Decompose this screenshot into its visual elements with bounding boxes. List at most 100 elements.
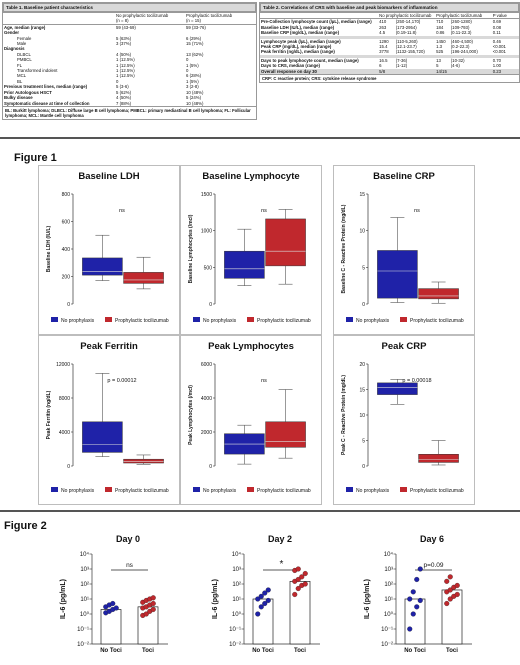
cell-p-value: 0.11 <box>492 30 501 36</box>
cell-no-prophylaxis-median: 5/8 <box>378 68 395 75</box>
box-no-prophylaxis <box>377 217 418 303</box>
cell-no-prophylaxis-range: (7-36) <box>395 57 408 63</box>
boxplot-chart: Peak Lymphocytes 6000 4000 2000 0 Peak Lympho… <box>188 341 311 494</box>
legend-label: No prophylaxis <box>61 318 95 324</box>
figure1-panel: Peak Ferritin 12000 8000 4000 0 Peak Ferritin… <box>38 335 180 505</box>
cell-no-prophylaxis: 59 (43-69) <box>116 24 136 30</box>
data-point <box>150 606 156 613</box>
table1-footnote: BL: Burkitt lymphoma; DLBCL: Diffuse lar… <box>3 105 256 119</box>
box-no-prophylaxis <box>224 424 265 465</box>
y-tick-label: 2000 <box>201 430 212 436</box>
cell-prophylactic-median: 525 <box>436 49 444 55</box>
cell-no-prophylaxis: 3 (37%) <box>116 41 132 47</box>
data-point <box>143 611 149 617</box>
table-row: BL 0 1 (5%) <box>3 79 256 84</box>
legend-label: Prophylactic tocilizumab <box>257 488 311 494</box>
y-tick-label: 0 <box>209 464 212 470</box>
cell-prophylactic-range: (196-244,000) <box>450 49 478 55</box>
legend-swatch-prophylactic <box>247 317 254 322</box>
row-label: Diagnosis <box>4 46 25 52</box>
chart-title: Baseline CRP <box>373 171 435 182</box>
table-spacer-row <box>260 35 519 39</box>
chart-title: Day 2 <box>268 534 292 544</box>
boxplot-chart: Peak CRP 20 15 10 5 0 Peak C - Reactive Protei… <box>341 341 464 494</box>
cell-no-prophylaxis: 1 (12.5%) <box>116 68 135 74</box>
figure2-panel: Day 6 10⁴ 10³ 10² 10¹ 10⁰ 10⁻¹ 10⁻² IL-6 (pg/mL)… <box>360 532 480 660</box>
cell-p-value: 0.69 <box>492 19 502 25</box>
y-tick-label: 10⁻¹ <box>77 627 89 633</box>
table1-header-cell: Prophylactic tocilizumab (n = 15) <box>185 12 256 25</box>
data-point <box>410 589 416 595</box>
data-point <box>410 611 416 617</box>
y-tick-label: 10² <box>384 582 393 588</box>
boxplot-chart: Baseline Lymphocyte 1500 1000 500 0 Baseline … <box>188 171 311 324</box>
y-tick-label: 6000 <box>201 362 212 368</box>
data-point <box>447 587 453 593</box>
significance-annotation: p = 0.00012 <box>107 378 136 384</box>
table-row: Days to CRS, median (range) 6 (1-12) 5 (4-6)… <box>260 63 519 68</box>
median-bar <box>404 598 426 645</box>
table-row: Transformed indolent 1 (12.5%) 0 <box>3 68 256 73</box>
data-point <box>255 596 261 602</box>
y-tick-label: 4000 <box>201 396 212 402</box>
data-point <box>110 600 116 607</box>
row-label: Baseline CRP (mg/dL), median (range) <box>261 30 339 36</box>
table-row: Peak CRP (mg/dL), median (range) 15.4 (12.… <box>260 44 519 49</box>
row-label: Male <box>17 41 27 47</box>
table2-header-cell: Prophylactic tocilizumab <box>435 11 492 20</box>
box <box>418 288 459 300</box>
row-label: Overall response on day 30 <box>260 68 379 75</box>
cell-no-prophylaxis-median: 6 <box>379 63 382 69</box>
table-row: Symptomatic disease at time of collectio… <box>3 101 256 106</box>
y-tick-label: 10 <box>359 413 365 419</box>
figure2-panel: Day 2 10⁴ 10³ 10² 10¹ 10⁰ 10⁻¹ 10⁻² IL-6 (pg/mL)… <box>208 532 328 660</box>
y-tick-label: 0 <box>67 302 70 308</box>
cell-no-prophylaxis: 0 <box>116 78 119 84</box>
cell-p-value: 0.46 <box>492 38 502 44</box>
row-label: Symptomatic disease at time of collectio… <box>4 100 90 106</box>
significance-annotation: ns <box>414 208 420 214</box>
cell-prophylactic: 10 (48%) <box>186 89 204 95</box>
cell-p-value: 1.00 <box>492 63 502 69</box>
y-tick-label: 8000 <box>59 396 70 402</box>
cell-no-prophylaxis-median: 1290 <box>379 38 389 44</box>
data-point <box>417 566 423 572</box>
box <box>82 421 123 453</box>
cell-no-prophylaxis: 4 (50%) <box>116 95 132 101</box>
cell-prophylactic: 0 <box>186 68 189 74</box>
cell-prophylactic: 5 (24%) <box>186 95 202 101</box>
cell-no-prophylaxis-range: (1-12) <box>395 63 408 69</box>
boxplot-chart: Baseline LDH 800 600 400 200 0 Baseline LDH (I… <box>46 171 169 324</box>
table-row: Peak ferritin (ng/dL), median (range) 377… <box>260 49 519 54</box>
y-tick-label: 10³ <box>232 567 241 573</box>
cell-prophylactic-median: 184 <box>436 24 444 30</box>
table-row: Female 5 (63%) 6 (29%) <box>3 36 256 41</box>
table-spacer-row <box>260 54 519 58</box>
row-label: Days to CRS, median (range) <box>261 63 320 69</box>
table2-header-cell: P value <box>491 11 519 20</box>
table2-header-row: No prophylactic tocilizumab Prophylactic … <box>260 11 519 20</box>
y-tick-label: 10⁰ <box>80 611 90 618</box>
y-tick-label: 10¹ <box>232 597 241 603</box>
y-tick-label: 10⁻¹ <box>381 627 393 633</box>
table-row: Prior Autologous HSCT 5 (62%) 10 (48%) <box>3 90 256 95</box>
cell-prophylactic-median: 710 <box>436 19 444 25</box>
cell-no-prophylaxis: 7 (88%) <box>116 100 132 106</box>
y-tick-label: 10¹ <box>384 597 393 603</box>
data-point <box>113 605 119 611</box>
y-tick-label: 10¹ <box>80 597 89 603</box>
cell-prophylactic: 1 (5%) <box>186 62 199 68</box>
y-tick-label: 10⁰ <box>384 611 394 618</box>
y-tick-label: 0 <box>362 302 365 308</box>
cell-no-prophylaxis-median: 263 <box>379 24 387 30</box>
table-row: Diagnosis <box>3 46 256 51</box>
cell-prophylactic-range: (109-793) <box>450 24 470 30</box>
row-label: Gender <box>4 30 20 36</box>
cell-no-prophylaxis-median: 16.5 <box>379 57 388 63</box>
x-category-label: No Toci <box>100 648 122 654</box>
row-label: Previous treatment lines, median (range) <box>4 84 88 90</box>
box-no-prophylaxis <box>224 228 265 286</box>
cell-prophylactic-range <box>449 68 492 75</box>
table-row: Male 3 (37%) 15 (71%) <box>3 41 256 46</box>
box <box>265 218 306 267</box>
